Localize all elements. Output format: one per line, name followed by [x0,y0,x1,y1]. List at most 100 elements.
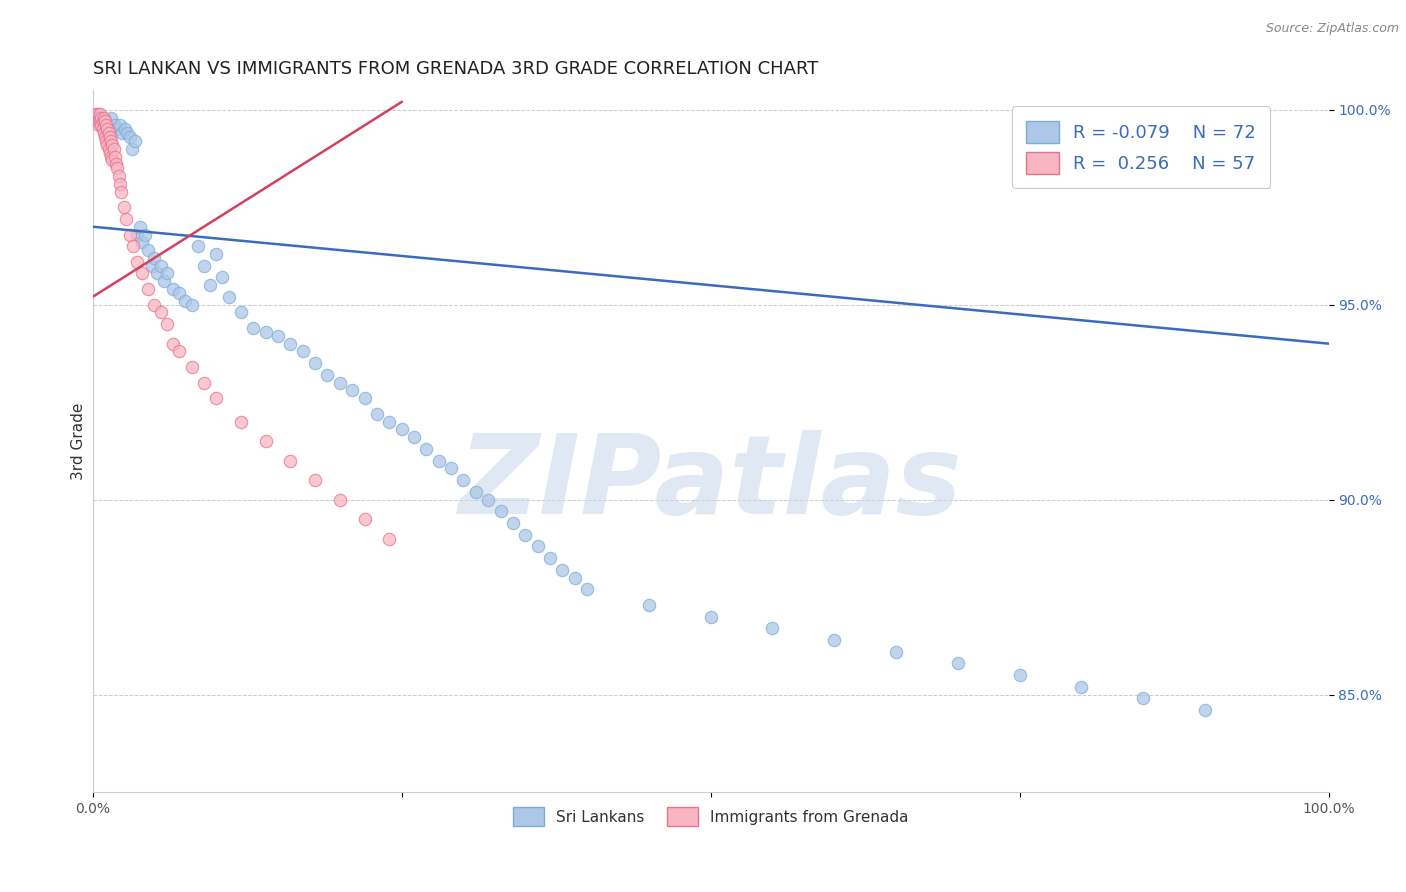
Point [242,321,264,335]
Point [477,492,499,507]
Point [823,632,845,647]
Point [90,119,112,133]
Point [136,282,159,296]
Point [538,551,561,566]
Point [108,177,131,191]
Point [391,422,413,436]
Point [96,137,118,152]
Point [761,621,783,635]
Point [316,368,339,382]
Point [402,430,425,444]
Point [353,512,375,526]
Point [131,235,153,250]
Point [101,153,124,168]
Point [162,336,184,351]
Point [415,442,437,456]
Point [97,142,120,156]
Point [103,142,125,156]
Point [114,122,136,136]
Point [353,391,375,405]
Point [515,527,537,541]
Point [378,532,401,546]
Point [127,254,149,268]
Point [104,119,127,133]
Point [96,134,118,148]
Point [440,461,463,475]
Point [94,114,117,128]
Point [329,492,352,507]
Point [105,122,128,136]
Point [118,227,141,242]
Point [87,119,110,133]
Point [94,114,117,128]
Point [366,407,388,421]
Point [108,119,131,133]
Point [464,484,486,499]
Point [180,359,202,374]
Point [93,126,115,140]
Point [143,251,166,265]
Point [526,540,548,554]
Point [105,161,128,176]
Point [86,114,108,128]
Point [149,259,172,273]
Point [91,122,114,136]
Point [187,239,209,253]
Point [107,169,129,183]
Point [211,270,233,285]
Point [205,391,228,405]
Text: SRI LANKAN VS IMMIGRANTS FROM GRENADA 3RD GRADE CORRELATION CHART: SRI LANKAN VS IMMIGRANTS FROM GRENADA 3R… [93,60,818,78]
Point [87,111,110,125]
Point [218,290,240,304]
Point [946,657,969,671]
Point [153,274,176,288]
Point [340,384,363,398]
Point [134,227,156,242]
Point [100,134,122,148]
Point [136,243,159,257]
Point [489,504,512,518]
Point [304,473,326,487]
Point [378,415,401,429]
Point [1132,691,1154,706]
Point [86,111,108,125]
Point [118,130,141,145]
Point [127,227,149,242]
Point [91,114,114,128]
Point [884,645,907,659]
Point [198,278,221,293]
Point [101,137,124,152]
Point [156,317,179,331]
Point [100,111,122,125]
Point [98,145,121,160]
Point [131,267,153,281]
Point [280,336,302,351]
Legend: Sri Lankans, Immigrants from Grenada: Sri Lankans, Immigrants from Grenada [505,799,915,833]
Point [100,149,122,163]
Point [180,298,202,312]
Point [167,344,190,359]
Point [427,453,450,467]
Point [122,239,145,253]
Point [111,126,134,140]
Point [291,344,314,359]
Point [564,570,586,584]
Point [453,473,475,487]
Point [304,356,326,370]
Point [87,111,110,125]
Point [576,582,599,597]
Point [115,211,138,226]
Point [229,305,252,319]
Point [105,157,128,171]
Text: ZIPatlas: ZIPatlas [458,430,963,537]
Point [1070,680,1092,694]
Point [93,111,115,125]
Point [193,376,215,390]
Point [254,434,277,449]
Point [115,126,138,140]
Point [141,259,163,273]
Point [637,598,659,612]
Point [162,282,184,296]
Point [254,325,277,339]
Point [124,134,146,148]
